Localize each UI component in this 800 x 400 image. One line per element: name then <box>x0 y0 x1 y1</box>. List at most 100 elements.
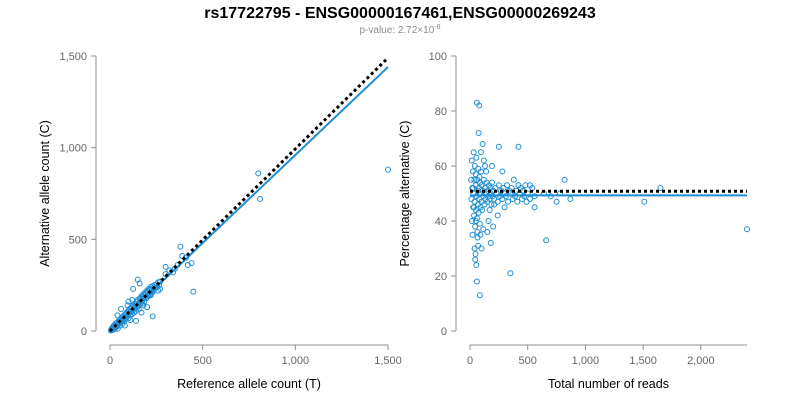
chart-title: rs17722795 - ENSG00000167461,ENSG0000026… <box>204 5 596 22</box>
left-y-tick-label: 0 <box>81 326 87 338</box>
right-data-point <box>476 102 483 109</box>
right-data-point <box>479 141 486 147</box>
subtitle-pvalue: p-value: 2.72×10 <box>359 25 434 36</box>
left-y-tick-label: 1,000 <box>59 143 87 155</box>
right-data-point <box>527 196 534 202</box>
right-data-point <box>480 157 487 164</box>
right-data-point <box>508 185 515 191</box>
right-x-axis-label: Total number of reads <box>548 377 669 391</box>
right-x-tick-label: 500 <box>519 355 537 367</box>
right-data-point <box>561 176 568 183</box>
left-scatter-panel: 0 500 1,000 1,500 0 500 1,000 1,500 Reference al… <box>38 51 402 391</box>
right-data-point <box>495 143 502 150</box>
right-y-tick-label: 40 <box>435 216 447 228</box>
right-data-point <box>473 154 480 161</box>
right-data-point <box>515 143 522 150</box>
left-data-point <box>136 280 143 287</box>
right-x-tick-label: 0 <box>467 355 473 367</box>
right-data-point <box>472 256 479 263</box>
right-y-tick-label: 20 <box>435 271 447 283</box>
chart-subtitle: p-value: 2.72×10-8 <box>359 24 440 36</box>
right-data-point <box>495 182 502 189</box>
right-data-point <box>507 270 514 277</box>
right-data-point <box>482 163 489 169</box>
right-data-point <box>472 223 479 230</box>
right-data-point <box>531 204 538 211</box>
right-data-point <box>468 157 475 164</box>
right-data-point <box>523 198 530 205</box>
right-data-point <box>483 168 490 175</box>
left-data-point <box>124 302 131 309</box>
right-data-point <box>470 149 477 156</box>
left-x-axis-label: Reference allele count (T) <box>177 377 321 391</box>
left-x-tick-label: 1,500 <box>374 355 402 367</box>
right-y-tick-label: 60 <box>435 161 447 173</box>
left-data-point <box>149 313 156 320</box>
right-data-point <box>471 198 478 205</box>
left-data-point <box>162 271 169 278</box>
right-data-point <box>501 204 508 211</box>
right-data-point <box>488 179 495 186</box>
left-data-point <box>177 243 184 250</box>
right-data-point <box>475 130 482 136</box>
left-data-point <box>121 322 128 329</box>
left-y-axis-label: Alternative allele count (C) <box>38 120 52 267</box>
right-data-point <box>485 218 492 224</box>
right-data-point <box>475 242 482 249</box>
right-data-point <box>471 176 478 183</box>
left-data-point <box>257 196 264 202</box>
left-data-point <box>157 285 164 292</box>
right-data-point <box>744 226 750 233</box>
right-data-point <box>477 231 484 238</box>
right-data-point <box>479 207 486 213</box>
right-data-point <box>468 196 475 202</box>
right-data-point <box>553 198 560 205</box>
right-data-point <box>505 198 512 205</box>
right-data-point <box>641 198 648 205</box>
right-data-point <box>473 262 480 268</box>
left-data-point <box>385 166 391 173</box>
right-x-tick-label: 1,000 <box>572 355 600 367</box>
left-data-point <box>125 298 132 305</box>
right-data-point <box>494 198 501 205</box>
right-scatter-panel: 0 500 1,000 1,500 2,000 0 20 40 60 80 100 Total num… <box>398 51 750 391</box>
left-data-point <box>255 170 262 177</box>
right-data-point <box>503 182 510 189</box>
right-data-point <box>486 207 493 213</box>
left-data-point <box>140 302 147 309</box>
right-data-point <box>527 182 534 189</box>
left-fit-line <box>109 66 389 332</box>
right-data-point <box>499 168 506 175</box>
left-data-point <box>190 288 197 295</box>
right-y-tick-label: 0 <box>441 326 447 338</box>
right-data-point <box>476 292 483 299</box>
right-data-point <box>472 251 479 257</box>
right-y-axis-label: Percentage alternative (C) <box>398 121 412 267</box>
left-data-point <box>188 260 195 267</box>
right-data-point <box>487 240 494 246</box>
right-x-tick-label: 1,500 <box>629 355 657 367</box>
right-x-tick-label: 2,000 <box>687 355 715 367</box>
right-data-point <box>567 196 574 202</box>
right-data-point <box>476 220 483 227</box>
left-x-tick-label: 1,000 <box>282 355 310 367</box>
right-data-point <box>468 176 475 183</box>
left-data-point <box>132 317 139 324</box>
right-data-point <box>491 201 498 208</box>
left-data-point <box>118 306 125 312</box>
right-data-point <box>471 163 478 169</box>
right-data-point <box>471 204 478 211</box>
right-data-point <box>488 201 495 208</box>
right-data-point <box>473 278 480 285</box>
right-data-point <box>471 245 478 252</box>
right-y-tick-label: 100 <box>429 51 447 63</box>
right-data-point <box>543 237 550 244</box>
right-data-point <box>470 185 477 191</box>
left-data-point <box>130 285 137 292</box>
right-data-point <box>514 198 521 205</box>
left-x-tick-label: 0 <box>107 355 113 367</box>
right-data-point <box>488 163 495 169</box>
left-data-point <box>127 317 134 323</box>
right-data-point <box>469 218 476 224</box>
